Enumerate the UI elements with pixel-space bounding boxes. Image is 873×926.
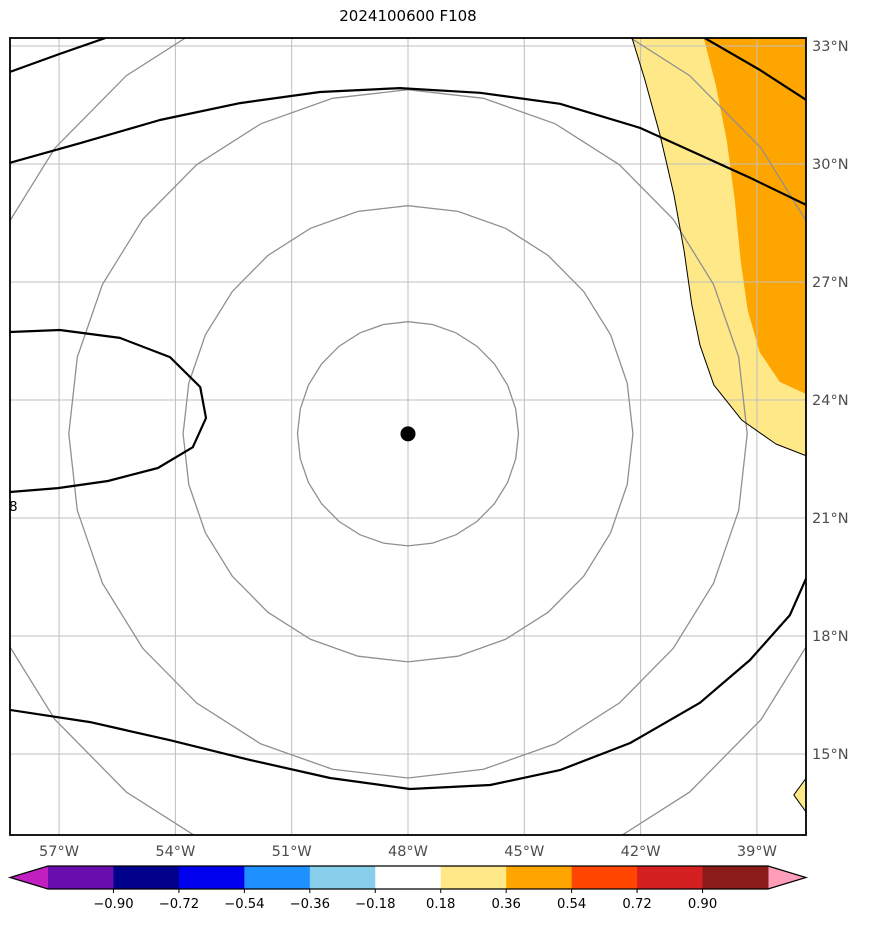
contour-line [10,38,106,74]
lat-axis-label: 15°N [812,747,849,763]
colorbar-segment [702,866,769,889]
lon-axis-label: 51°W [272,844,312,860]
colorbar-segment [244,866,311,889]
lat-axis-label: 21°N [812,511,849,527]
colorbar-tick-label: −0.72 [159,897,199,912]
colorbar-segment [309,866,376,889]
contour-line [703,38,806,101]
colorbar-segment [637,866,704,889]
colorbar-tick-label: −0.90 [93,897,133,912]
lon-axis-label: 54°W [155,844,195,860]
colorbar-tick-label: −0.54 [224,897,264,912]
lon-axis-label: 39°W [737,844,777,860]
range-ring [182,205,634,663]
lon-axis-label: 45°W [504,844,544,860]
lat-axis-label: 18°N [812,629,849,645]
thin-contour-line [631,38,806,457]
lon-axis-label: 48°W [388,844,428,860]
range-ring [68,89,748,779]
colorbar-extend-left [10,866,48,889]
colorbar-tick-label: 0.18 [426,897,455,912]
colorbar-tick-label: 0.54 [557,897,586,912]
colorbar-outline [7,865,809,890]
contour-label: 8 [9,499,18,515]
range-ring [296,321,520,547]
lon-axis-label: 42°W [621,844,661,860]
colorbar-tick-label: 0.90 [688,897,717,912]
contour-line [10,577,806,791]
center-point-marker [400,426,416,442]
colorbar-segment [506,866,573,889]
colorbar-segment [375,866,442,889]
lat-axis-label: 27°N [812,275,849,291]
colorbar-segment [571,866,638,889]
lat-axis-label: 30°N [812,157,849,173]
plot-frame [9,37,807,836]
filled-region [703,38,806,395]
colorbar-tick-label: 0.36 [491,897,520,912]
colorbar-segment [440,866,507,889]
plot-title: 2024100600 F108 [339,7,477,25]
thin-contour-line [793,777,806,813]
contour-label-gap [10,496,23,514]
lat-axis-label: 33°N [812,39,849,55]
contour-line [10,328,208,494]
colorbar-segment [113,866,180,889]
contour-line [10,86,806,206]
colorbar-tick-label: 0.72 [622,897,651,912]
colorbar-segment [178,866,245,889]
lat-axis-label: 24°N [812,393,849,409]
colorbar-tick-label: −0.36 [290,897,330,912]
colorbar-tick-label: −0.18 [355,897,395,912]
colorbar-segment [48,866,114,889]
colorbar-extend-right [768,866,806,889]
filled-region [793,778,806,812]
lon-axis-label: 57°W [39,844,79,860]
plot-area: 8 [9,38,806,835]
